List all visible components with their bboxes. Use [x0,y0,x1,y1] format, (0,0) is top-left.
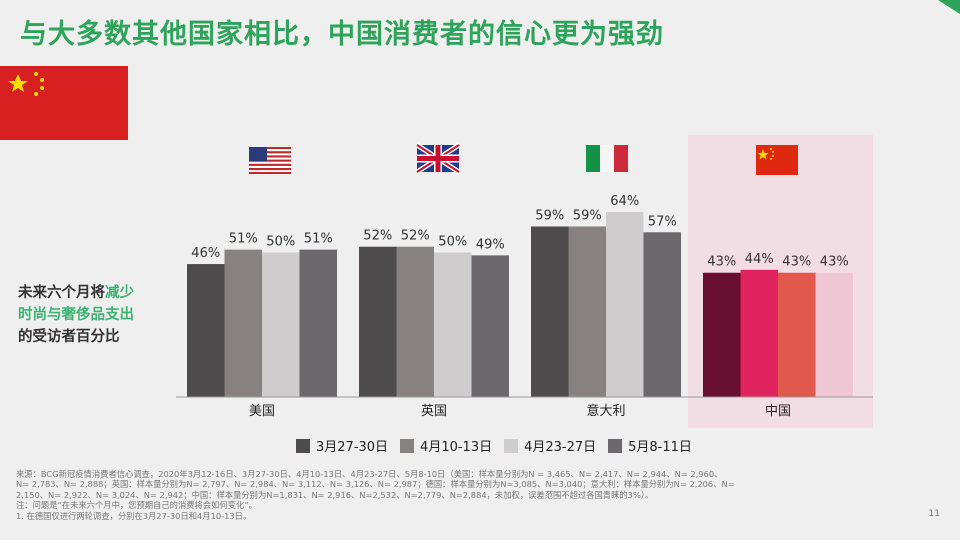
category-label: 中国 [765,404,791,419]
footnote-line: 2,150、N= 2,922、N= 3,024、N= 2,942；中国：样本量分… [16,489,654,500]
legend: 3月27-30日 4月10-13日 4月23-27日 5月8-11日 [296,436,692,455]
bar [778,272,816,397]
data-label: 49% [476,237,505,252]
legend-label: 3月27-30日 [316,440,389,455]
label-pre: 未来六个月将 [18,285,105,301]
bar [359,246,397,397]
china-flag-large [0,66,128,140]
bar [703,272,741,397]
page-number: 11 [928,509,940,519]
bar [568,226,606,397]
bar [224,249,262,397]
bar [187,264,225,397]
bar [434,252,472,397]
data-label: 64% [610,194,639,209]
footnote-line: 注：问题是“在未来六个月中，您预期自己的消费将会如何变化”。 [16,500,257,511]
legend-swatch [400,438,415,453]
data-label: 44% [745,252,774,267]
data-label: 43% [820,255,849,270]
legend-swatch [296,438,310,453]
data-label: 59% [535,208,564,223]
data-label: 43% [782,255,811,270]
data-label: 43% [707,255,736,270]
bar [396,246,434,397]
bar [815,272,853,397]
footnote-line: N= 2,783、N= 2,888；英国：样本量分别为N= 2,797、N= 2… [16,479,735,490]
italy-flag-icon [586,145,628,172]
label-highlight: 减少时尚与奢侈品支出 [18,285,134,323]
legend-label: 5月8-11日 [628,440,692,455]
category-label: 意大利 [586,403,625,419]
bar [643,232,681,397]
bar [740,269,778,397]
bar [606,212,644,397]
uk-flag-icon [415,142,461,175]
data-label: 57% [648,214,677,229]
slide-title: 与大多数其他国家相比，中国消费者的信心更为强劲 [20,19,664,50]
y-axis-description: 未来六个月将减少时尚与奢侈品支出的受访者百分比 [18,282,138,348]
bar [531,226,569,397]
label-post: 的受访者百分比 [18,329,120,345]
data-label: 50% [266,235,295,250]
legend-swatch [504,438,519,453]
legend-swatch [608,438,623,453]
bar [262,252,300,397]
legend-item: 4月23-27日 [504,436,596,455]
legend-item: 3月27-30日 [296,436,388,455]
bar [471,255,509,397]
footnotes: 来源：BCG新冠疫情消费者信心调查，2020年3月12-16日、3月27-30日… [16,469,916,521]
footnote-line: 1. 在德国仅进行两轮调查，分别在3月27-30日和4月10-13日。 [16,510,252,521]
corner-accent [938,0,960,14]
legend-label: 4月23-27日 [524,440,597,455]
footnote-line: 来源：BCG新冠疫情消费者信心调查，2020年3月12-16日、3月27-30日… [16,469,723,479]
us-flag-icon [249,147,291,174]
legend-item: 5月8-11日 [608,436,692,455]
data-label: 46% [191,246,220,261]
legend-label: 4月10-13日 [420,440,493,455]
data-label: 52% [401,229,430,244]
data-label: 59% [573,208,602,223]
data-label: 50% [438,235,467,250]
data-label: 51% [304,232,333,247]
data-label: 52% [363,229,392,244]
bar [299,249,337,397]
legend-item: 4月10-13日 [400,436,492,455]
china-flag-icon [756,145,798,175]
category-label: 英国 [421,404,447,419]
category-label: 美国 [249,404,275,419]
data-label: 51% [229,232,258,247]
